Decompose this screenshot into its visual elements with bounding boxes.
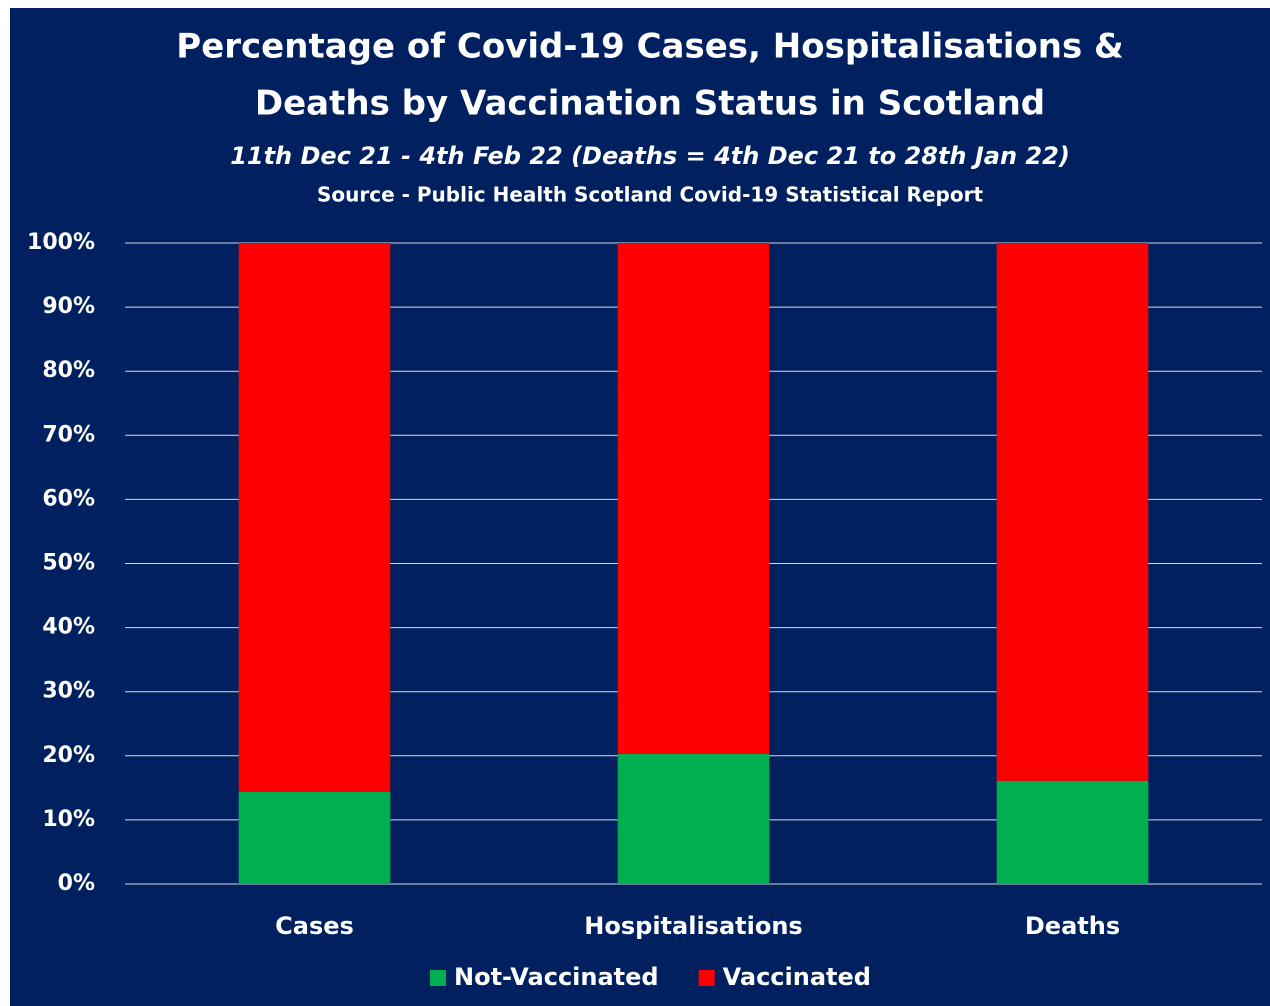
- y-tick-label: 50%: [42, 551, 95, 576]
- y-tick-label: 0%: [58, 871, 95, 896]
- y-tick-label: 100%: [27, 230, 95, 255]
- chart-title: Percentage of Covid-19 Cases, Hospitalis…: [176, 27, 1123, 67]
- legend-label: Vaccinated: [723, 963, 871, 991]
- y-tick-label: 70%: [42, 422, 95, 447]
- y-tick-label: 10%: [42, 807, 95, 832]
- x-tick-label: Deaths: [1025, 912, 1120, 940]
- y-tick-label: 80%: [42, 358, 95, 383]
- y-tick-label: 20%: [42, 743, 95, 768]
- bar-segment: [617, 243, 770, 754]
- bar-segment: [996, 780, 1149, 884]
- bar-segment: [996, 243, 1149, 781]
- legend-swatch: [698, 970, 715, 986]
- bar-segment: [617, 753, 770, 884]
- y-tick-label: 60%: [42, 486, 95, 511]
- y-tick-label: 90%: [42, 294, 95, 319]
- legend-label: Not-Vaccinated: [454, 963, 659, 991]
- bar-segment: [238, 243, 391, 792]
- bar-segment: [238, 791, 391, 884]
- y-tick-label: 30%: [42, 679, 95, 704]
- y-tick-label: 40%: [42, 615, 95, 640]
- x-tick-label: Hospitalisations: [584, 912, 802, 940]
- x-tick-label: Cases: [275, 912, 354, 940]
- chart-source: Source - Public Health Scotland Covid-19…: [317, 183, 983, 207]
- chart-title: Deaths by Vaccination Status in Scotland: [255, 84, 1045, 124]
- legend-swatch: [430, 970, 446, 986]
- chart-subtitle: 11th Dec 21 - 4th Feb 22 (Deaths = 4th D…: [230, 142, 1070, 170]
